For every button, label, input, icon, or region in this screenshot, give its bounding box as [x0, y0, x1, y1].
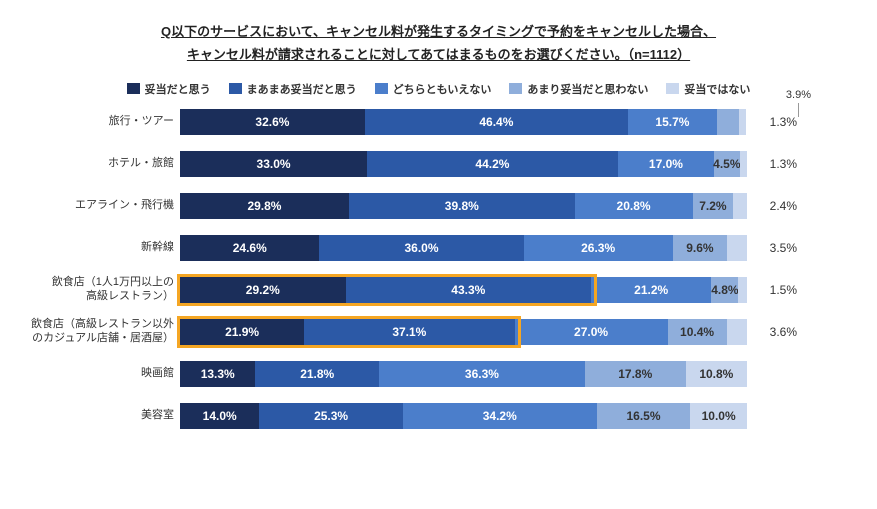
bar-segment: 46.4% — [365, 109, 628, 135]
bar-segment: 10.4% — [668, 319, 727, 345]
legend-item: あまり妥当だと思わない — [509, 81, 648, 97]
stacked-bar: 32.6%46.4%15.7% — [180, 109, 747, 135]
end-label: 3.5% — [747, 241, 797, 255]
bar-segment: 27.0% — [515, 319, 668, 345]
bar-segment: 9.6% — [673, 235, 727, 261]
bar-segment: 32.6% — [180, 109, 365, 135]
bar-segment: 17.0% — [618, 151, 714, 177]
legend-swatch — [229, 83, 242, 94]
bar-segment: 17.8% — [585, 361, 686, 387]
stacked-bar-chart: 3.9% 旅行・ツアー32.6%46.4%15.7%1.3%ホテル・旅館33.0… — [180, 107, 797, 431]
bar-segment — [727, 319, 747, 345]
bar-segment: 29.8% — [180, 193, 349, 219]
bar-segment — [739, 109, 746, 135]
bar-segment: 13.3% — [180, 361, 255, 387]
legend-label: 妥当ではない — [684, 81, 750, 97]
chart-title: Q以下のサービスにおいて、キャンセル料が発生するタイミングで予約をキャンセルした… — [30, 20, 847, 67]
title-line-2: キャンセル料が請求されることに対してあてはまるものをお選びください。（n=111… — [187, 47, 690, 62]
row-label: 飲食店（高級レストラン以外のカジュアル店舗・居酒屋） — [24, 318, 180, 346]
bar-segment: 10.0% — [690, 403, 747, 429]
bar-segment: 24.6% — [180, 235, 319, 261]
legend-swatch — [666, 83, 679, 94]
bar-row: 新幹線24.6%36.0%26.3%9.6%3.5% — [180, 233, 797, 263]
bar-row: 映画館13.3%21.8%36.3%17.8%10.8% — [180, 359, 797, 389]
row-label: 飲食店（1人1万円以上の高級レストラン） — [24, 276, 180, 304]
legend-label: あまり妥当だと思わない — [527, 81, 648, 97]
legend: 妥当だと思う まあまあ妥当だと思う どちらともいえない あまり妥当だと思わない 妥当では… — [30, 81, 847, 97]
legend-swatch — [375, 83, 388, 94]
bar-segment: 37.1% — [304, 319, 514, 345]
bar-segment — [727, 235, 747, 261]
bar-segment — [733, 193, 747, 219]
stacked-bar: 21.9%37.1%27.0%10.4% — [180, 319, 747, 345]
row-label: 旅行・ツアー — [24, 115, 180, 129]
bar-segment — [740, 151, 747, 177]
bar-segment: 34.2% — [403, 403, 597, 429]
end-label: 3.6% — [747, 325, 797, 339]
bar-segment: 21.9% — [180, 319, 304, 345]
callout-label: 3.9% — [786, 89, 811, 101]
bar-segment — [738, 277, 747, 303]
end-label: 2.4% — [747, 199, 797, 213]
bar-segment: 7.2% — [693, 193, 734, 219]
bar-segment: 14.0% — [180, 403, 259, 429]
legend-item: まあまあ妥当だと思う — [229, 81, 357, 97]
bar-segment: 44.2% — [367, 151, 618, 177]
legend-label: 妥当だと思う — [145, 81, 211, 97]
bar-row: 飲食店（高級レストラン以外のカジュアル店舗・居酒屋）21.9%37.1%27.0… — [180, 317, 797, 347]
stacked-bar: 13.3%21.8%36.3%17.8%10.8% — [180, 361, 747, 387]
legend-item: 妥当ではない — [666, 81, 750, 97]
bar-segment: 25.3% — [259, 403, 402, 429]
row-label: 新幹線 — [24, 241, 180, 255]
bar-row: エアライン・飛行機29.8%39.8%20.8%7.2%2.4% — [180, 191, 797, 221]
row-label: 映画館 — [24, 367, 180, 381]
stacked-bar: 14.0%25.3%34.2%16.5%10.0% — [180, 403, 747, 429]
bar-row: 旅行・ツアー32.6%46.4%15.7%1.3% — [180, 107, 797, 137]
bar-segment: 36.3% — [379, 361, 585, 387]
end-label: 1.5% — [747, 283, 797, 297]
bar-row: 美容室14.0%25.3%34.2%16.5%10.0% — [180, 401, 797, 431]
bar-row: ホテル・旅館33.0%44.2%17.0%4.5%1.3% — [180, 149, 797, 179]
legend-label: どちらともいえない — [393, 81, 492, 97]
end-label: 1.3% — [747, 115, 797, 129]
bar-segment: 21.2% — [591, 277, 711, 303]
row-label: エアライン・飛行機 — [24, 199, 180, 213]
row-label: ホテル・旅館 — [24, 157, 180, 171]
legend-item: どちらともいえない — [375, 81, 492, 97]
stacked-bar: 29.8%39.8%20.8%7.2% — [180, 193, 747, 219]
stacked-bar: 33.0%44.2%17.0%4.5% — [180, 151, 747, 177]
bar-segment: 21.8% — [255, 361, 379, 387]
bar-segment: 39.8% — [349, 193, 575, 219]
end-label: 1.3% — [747, 157, 797, 171]
bar-segment: 20.8% — [575, 193, 693, 219]
bar-segment: 43.3% — [346, 277, 592, 303]
legend-label: まあまあ妥当だと思う — [247, 81, 357, 97]
bar-segment: 16.5% — [597, 403, 691, 429]
bar-segment: 33.0% — [180, 151, 367, 177]
bar-segment: 4.5% — [714, 151, 740, 177]
title-line-1: Q以下のサービスにおいて、キャンセル料が発生するタイミングで予約をキャンセルした… — [161, 24, 716, 39]
stacked-bar: 29.2%43.3%21.2%4.8% — [180, 277, 747, 303]
legend-item: 妥当だと思う — [127, 81, 211, 97]
bar-segment: 4.8% — [711, 277, 738, 303]
bar-segment — [717, 109, 739, 135]
bar-segment: 10.8% — [686, 361, 747, 387]
bar-row: 飲食店（1人1万円以上の高級レストラン）29.2%43.3%21.2%4.8%1… — [180, 275, 797, 305]
legend-swatch — [127, 83, 140, 94]
bar-segment: 15.7% — [628, 109, 717, 135]
bar-segment: 29.2% — [180, 277, 346, 303]
stacked-bar: 24.6%36.0%26.3%9.6% — [180, 235, 747, 261]
bar-segment: 36.0% — [319, 235, 523, 261]
row-label: 美容室 — [24, 409, 180, 423]
legend-swatch — [509, 83, 522, 94]
bar-segment: 26.3% — [524, 235, 673, 261]
